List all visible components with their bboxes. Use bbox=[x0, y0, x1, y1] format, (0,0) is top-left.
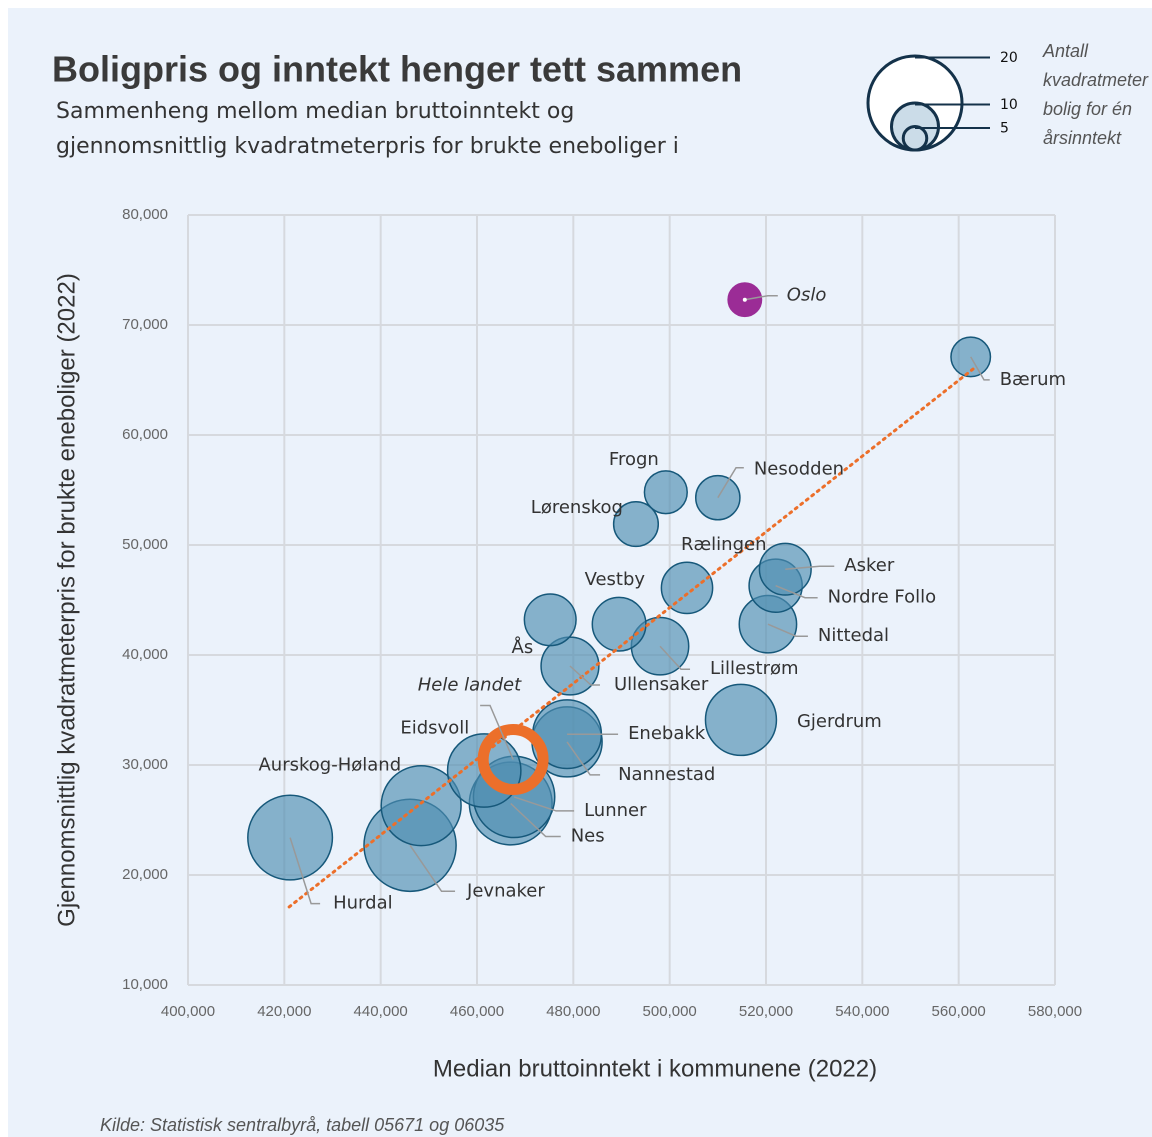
x-tick-label: 580,000 bbox=[1028, 1003, 1082, 1020]
bubble bbox=[523, 593, 577, 647]
point-label: Nordre Follo bbox=[828, 587, 937, 608]
source: Kilde: Statistisk sentralbyrå, tabell 05… bbox=[100, 1115, 505, 1135]
legend-title: bolig for én bbox=[1043, 99, 1132, 119]
bubble bbox=[477, 724, 549, 795]
point-label: Ullensaker bbox=[614, 674, 709, 695]
marker-dot bbox=[742, 297, 747, 302]
point-label: Eidsvoll bbox=[400, 718, 469, 739]
y-tick-label: 70,000 bbox=[122, 316, 168, 333]
leader-line bbox=[970, 356, 990, 381]
point-label: Gjerdrum bbox=[797, 711, 882, 732]
x-tick-label: 560,000 bbox=[932, 1003, 986, 1020]
x-tick-label: 460,000 bbox=[450, 1003, 504, 1020]
leader-line bbox=[513, 796, 575, 812]
background bbox=[8, 8, 1152, 1137]
bubble bbox=[591, 596, 647, 652]
point-label: Nesodden bbox=[754, 459, 844, 480]
point-label: Frogn bbox=[609, 449, 659, 470]
point-label: Hele landet bbox=[418, 675, 522, 696]
x-tick-label: 420,000 bbox=[257, 1003, 311, 1020]
subtitle: Sammenheng mellom median bruttoinntekt o… bbox=[56, 99, 574, 124]
chart-title: Boligpris og inntekt henger tett sammen bbox=[52, 49, 742, 90]
point-label: Bærum bbox=[1000, 369, 1066, 390]
y-axis-label: Gjennomsnittlig kvadratmeterpris for bru… bbox=[53, 273, 80, 927]
point-label: Lunner bbox=[584, 800, 647, 821]
point-label: Vestby bbox=[585, 569, 646, 590]
leader-line bbox=[289, 837, 321, 905]
legend-size-label: 10 bbox=[1000, 97, 1018, 113]
legend-title: Antall bbox=[1042, 41, 1089, 61]
point-label: Enebakk bbox=[628, 723, 706, 744]
leader-line bbox=[569, 665, 600, 686]
point-label: Ås bbox=[512, 636, 534, 658]
legend-size-label: 5 bbox=[1000, 121, 1009, 137]
leader-line bbox=[480, 704, 514, 760]
legend-title: kvadratmeter bbox=[1043, 70, 1149, 90]
bubble bbox=[612, 501, 660, 548]
point-label: Nannestad bbox=[618, 764, 715, 785]
point-label: Oslo bbox=[787, 285, 827, 306]
y-tick-label: 80,000 bbox=[122, 206, 168, 223]
subtitle: gjennomsnittlig kvadratmeterpris for bru… bbox=[56, 134, 679, 159]
point-label: Nittedal bbox=[818, 625, 889, 646]
x-tick-label: 500,000 bbox=[643, 1003, 697, 1020]
point-label: Rælingen bbox=[681, 534, 767, 555]
point-label: Asker bbox=[844, 555, 895, 576]
leader-line bbox=[785, 565, 835, 570]
point-label: Lillestrøm bbox=[710, 658, 799, 679]
x-tick-label: 400,000 bbox=[161, 1003, 215, 1020]
bubble bbox=[694, 474, 741, 521]
y-tick-label: 60,000 bbox=[122, 426, 168, 443]
leader-line bbox=[717, 466, 744, 499]
leader-line bbox=[566, 741, 601, 776]
point-label: Lørenskog bbox=[531, 497, 623, 518]
y-tick-label: 40,000 bbox=[122, 646, 168, 663]
legend-size-label: 20 bbox=[1000, 50, 1018, 66]
x-axis-label: Median bruttoinntekt i kommunene (2022) bbox=[433, 1055, 877, 1082]
leader-line bbox=[744, 294, 778, 301]
legend-title: årsinntekt bbox=[1043, 128, 1122, 148]
leader-line bbox=[775, 585, 818, 599]
bubble bbox=[704, 683, 778, 757]
x-tick-label: 520,000 bbox=[739, 1003, 793, 1020]
point-label: Hurdal bbox=[333, 893, 392, 914]
y-tick-label: 20,000 bbox=[122, 866, 168, 883]
point-label: Jevnaker bbox=[466, 880, 545, 901]
leader-line bbox=[767, 623, 808, 637]
x-tick-label: 440,000 bbox=[354, 1003, 408, 1020]
leader-line bbox=[510, 802, 561, 838]
leader-line bbox=[659, 645, 691, 670]
bubble bbox=[643, 470, 688, 515]
bubble bbox=[380, 765, 462, 847]
point-label: Aurskog-Høland bbox=[258, 755, 401, 776]
legend-bubble bbox=[901, 125, 929, 152]
y-tick-label: 30,000 bbox=[122, 756, 168, 773]
bubble bbox=[660, 561, 714, 615]
leader-line bbox=[409, 844, 456, 893]
y-tick-label: 50,000 bbox=[122, 536, 168, 553]
x-tick-label: 480,000 bbox=[546, 1003, 600, 1020]
point-label: Nes bbox=[571, 826, 605, 847]
trendline bbox=[287, 367, 975, 909]
x-tick-label: 540,000 bbox=[835, 1003, 889, 1020]
y-tick-label: 10,000 bbox=[122, 976, 168, 993]
